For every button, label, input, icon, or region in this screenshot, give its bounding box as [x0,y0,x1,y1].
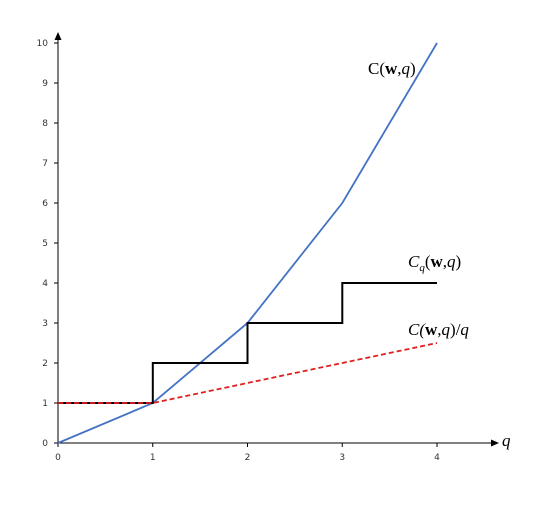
x-ticks: 0 1 2 3 4 [55,443,440,463]
y-tick-label: 10 [37,39,49,49]
series-label-cq-w-q: Cq(w,q) [408,252,461,274]
y-ticks: 0 1 2 3 4 5 6 7 8 9 10 [37,39,58,449]
x-tick-label: 3 [339,453,345,463]
series-label-c-w-q: C(w,q) [368,59,416,78]
x-axis-label: q [502,431,511,450]
x-axis-arrow [491,439,499,447]
series-label-c-w-q-over-q: C(w,q)/q [408,320,469,339]
y-tick-label: 4 [42,279,48,289]
y-tick-label: 2 [42,359,48,369]
series-line-c-w-q [57,42,438,444]
y-tick-label: 6 [42,199,48,209]
y-tick-label: 7 [42,159,48,169]
y-tick-label: 5 [42,239,48,249]
x-tick-label: 0 [55,453,61,463]
y-tick-label: 9 [42,79,48,89]
series-line-cq-w-q [58,282,437,404]
series-line-c-w-q-over-q [58,342,438,404]
x-tick-label: 1 [150,453,156,463]
y-tick-label: 8 [42,119,48,129]
y-axis-arrow [54,32,62,40]
y-tick-label: 0 [42,439,48,449]
y-tick-label: 3 [42,319,48,329]
x-tick-label: 2 [245,453,251,463]
y-tick-label: 1 [42,399,48,409]
x-tick-label: 4 [434,453,440,463]
axes [54,32,499,447]
series-lines [57,42,438,444]
